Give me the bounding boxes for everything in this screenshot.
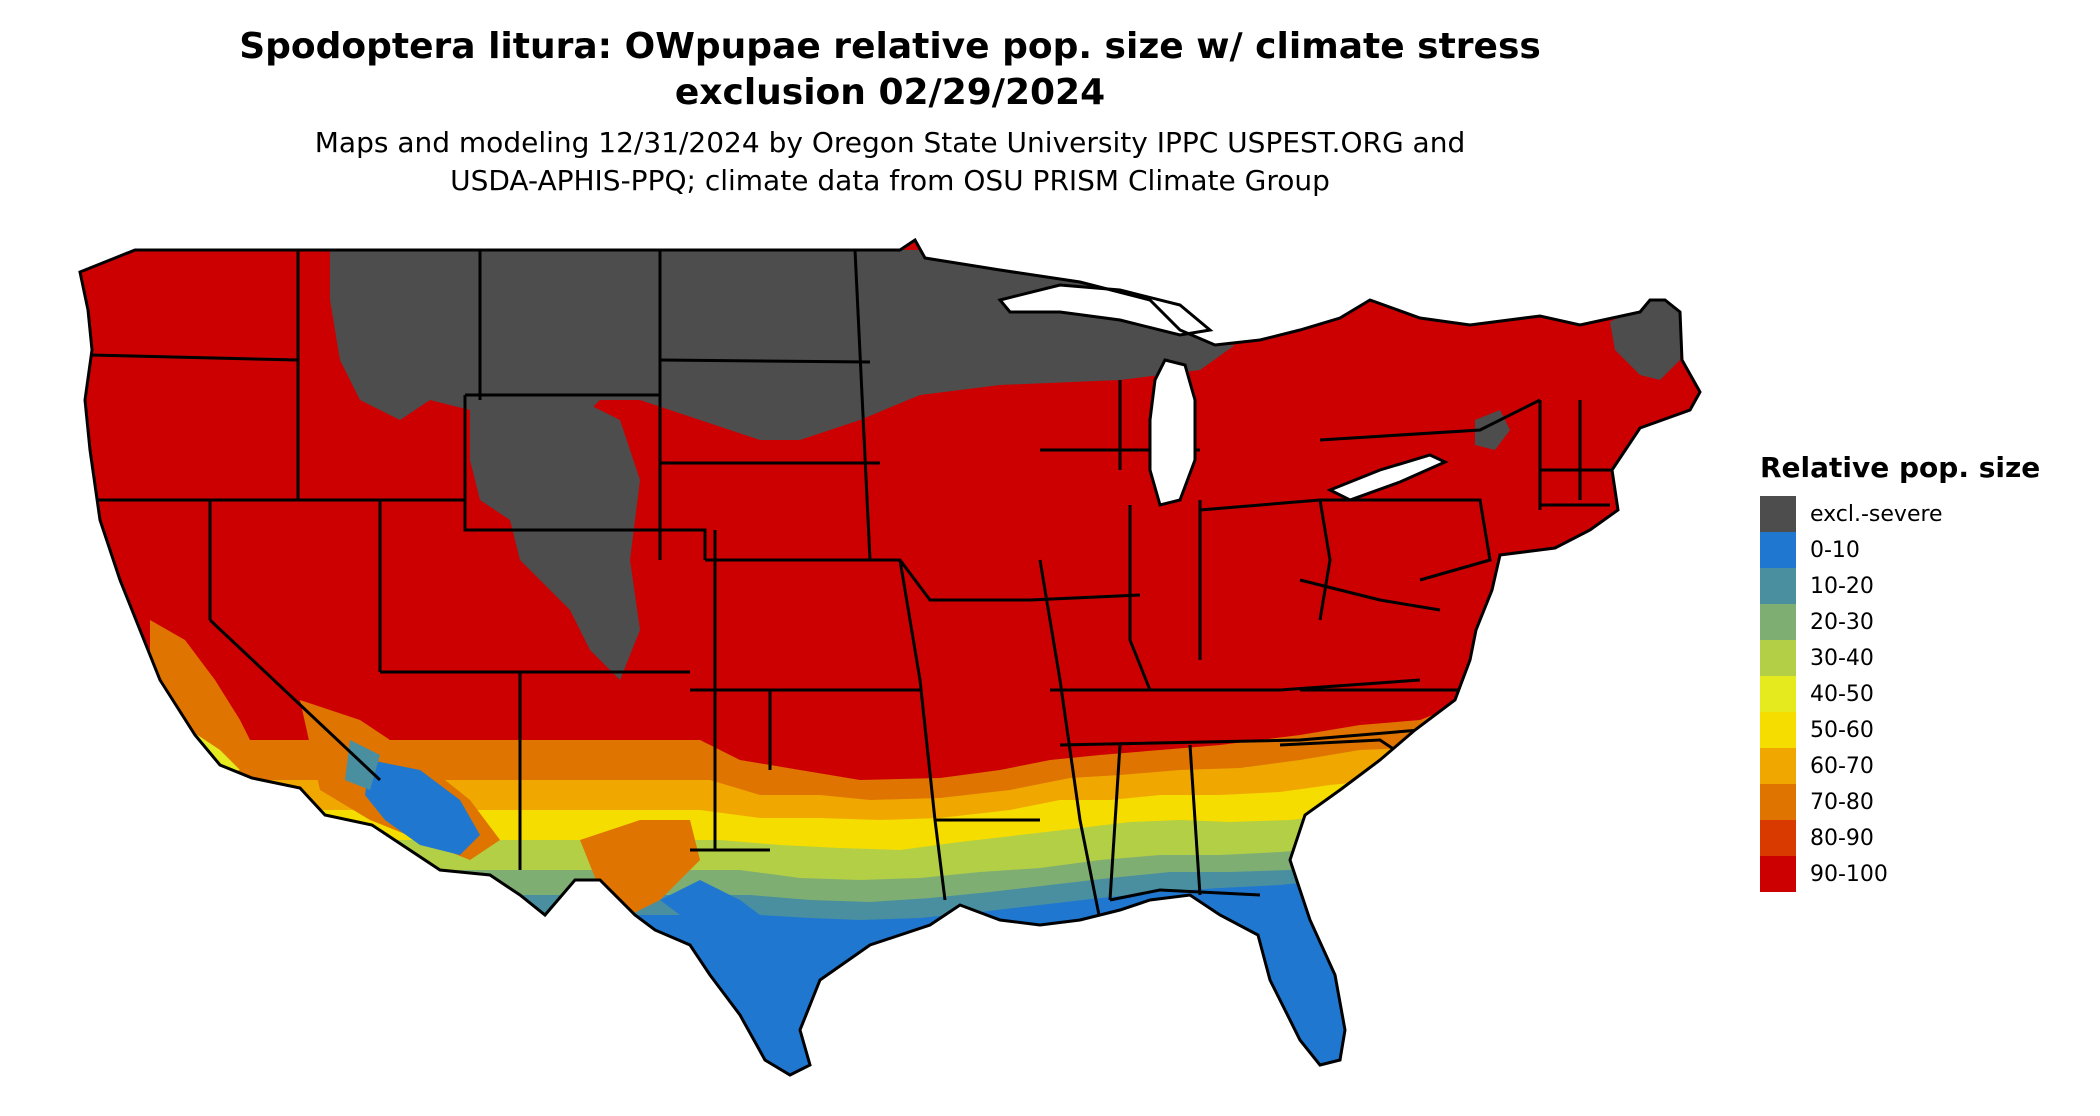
legend-swatch xyxy=(1760,712,1796,748)
title-line-2: exclusion 02/29/2024 xyxy=(674,72,1106,113)
legend-swatch xyxy=(1760,676,1796,712)
lake-erie xyxy=(1326,453,1449,502)
zone-10-20-south xyxy=(80,862,1700,1075)
legend-item: 20-30 xyxy=(1760,604,2080,640)
legend-item: 50-60 xyxy=(1760,712,2080,748)
legend-swatch xyxy=(1760,640,1796,676)
legend-label: 30-40 xyxy=(1810,645,1874,671)
legend-item: 0-10 xyxy=(1760,532,2080,568)
legend-item: 80-90 xyxy=(1760,820,2080,856)
zone-70-80-california xyxy=(150,620,260,770)
map-title: Spodoptera litura: OWpupae relative pop.… xyxy=(150,24,1630,116)
boundary-al-ga xyxy=(1188,744,1202,896)
legend-item: 40-50 xyxy=(1760,676,2080,712)
boundary-ny-south xyxy=(1319,398,1541,442)
subtitle-line-2: USDA-APHIS-PPQ; climate data from OSU PR… xyxy=(450,164,1330,197)
legend-label: 90-100 xyxy=(1810,861,1888,887)
lake-michigan xyxy=(1148,358,1197,507)
zone-0-10-south xyxy=(80,878,1700,1075)
boundary-mississippi xyxy=(1038,559,1102,921)
boundary-ohio xyxy=(1199,498,1332,621)
map-subtitle: Maps and modeling 12/31/2024 by Oregon S… xyxy=(150,124,1630,200)
boundary-ms-al xyxy=(1108,744,1122,901)
legend-swatch xyxy=(1760,532,1796,568)
boundary-tn-south xyxy=(1059,728,1421,747)
legend-label: 0-10 xyxy=(1810,537,1860,563)
boundary-mo-ar-west xyxy=(898,559,947,901)
boundary-dak-mn xyxy=(853,249,872,561)
legend-swatch xyxy=(1760,604,1796,640)
zone-0-10-arizona xyxy=(365,760,480,855)
legend-label: 40-50 xyxy=(1810,681,1874,707)
zone-0-10-west-texas xyxy=(660,880,760,930)
legend-swatch xyxy=(1760,856,1796,892)
legend-swatch xyxy=(1760,784,1796,820)
boundary-wv-va xyxy=(1299,578,1441,612)
legend-item: 90-100 xyxy=(1760,856,2080,892)
boundary-tn-north xyxy=(1050,678,1421,692)
zone-excluded-rockies xyxy=(470,390,640,680)
legend-label: 60-70 xyxy=(1810,753,1874,779)
legend-label: 20-30 xyxy=(1810,609,1874,635)
subtitle-line-1: Maps and modeling 12/31/2024 by Oregon S… xyxy=(314,126,1466,159)
boundary-il-in xyxy=(1128,505,1152,691)
legend-swatch xyxy=(1760,496,1796,532)
lake-superior xyxy=(997,283,1214,337)
legend-item: 30-40 xyxy=(1760,640,2080,676)
legend-item: excl.-severe xyxy=(1760,496,2080,532)
legend-label: excl.-severe xyxy=(1810,501,1943,527)
legend-item: 60-70 xyxy=(1760,748,2080,784)
legend-title: Relative pop. size xyxy=(1760,451,2041,484)
legend-item: 70-80 xyxy=(1760,784,2080,820)
state-boundaries xyxy=(89,249,1620,921)
title-line-1: Spodoptera litura: OWpupae relative pop.… xyxy=(239,26,1541,67)
boundary-ca-nv-diagonal xyxy=(208,618,382,782)
legend-swatch xyxy=(1760,568,1796,604)
zone-excluded-maine xyxy=(1610,300,1682,380)
boundary-pa xyxy=(1320,498,1492,582)
boundary-nd-sd xyxy=(659,358,871,364)
legend-label: 50-60 xyxy=(1810,717,1874,743)
legend-swatch xyxy=(1760,748,1796,784)
boundary-wyoming xyxy=(463,395,707,560)
boundary-ks-north xyxy=(705,558,1141,602)
legend-swatch xyxy=(1760,820,1796,856)
boundary-fl-north xyxy=(1109,888,1261,902)
boundary-wa-or xyxy=(89,353,299,362)
legend-label: 10-20 xyxy=(1810,573,1874,599)
legend-label: 70-80 xyxy=(1810,789,1874,815)
legend-items: excl.-severe 0-10 10-20 20-30 30-40 40-50 50-6… xyxy=(1760,496,2080,892)
legend: Relative pop. size excl.-severe 0-10 10-20… xyxy=(1760,450,2080,892)
legend-item: 10-20 xyxy=(1760,568,2080,604)
legend-label: 80-90 xyxy=(1810,825,1874,851)
